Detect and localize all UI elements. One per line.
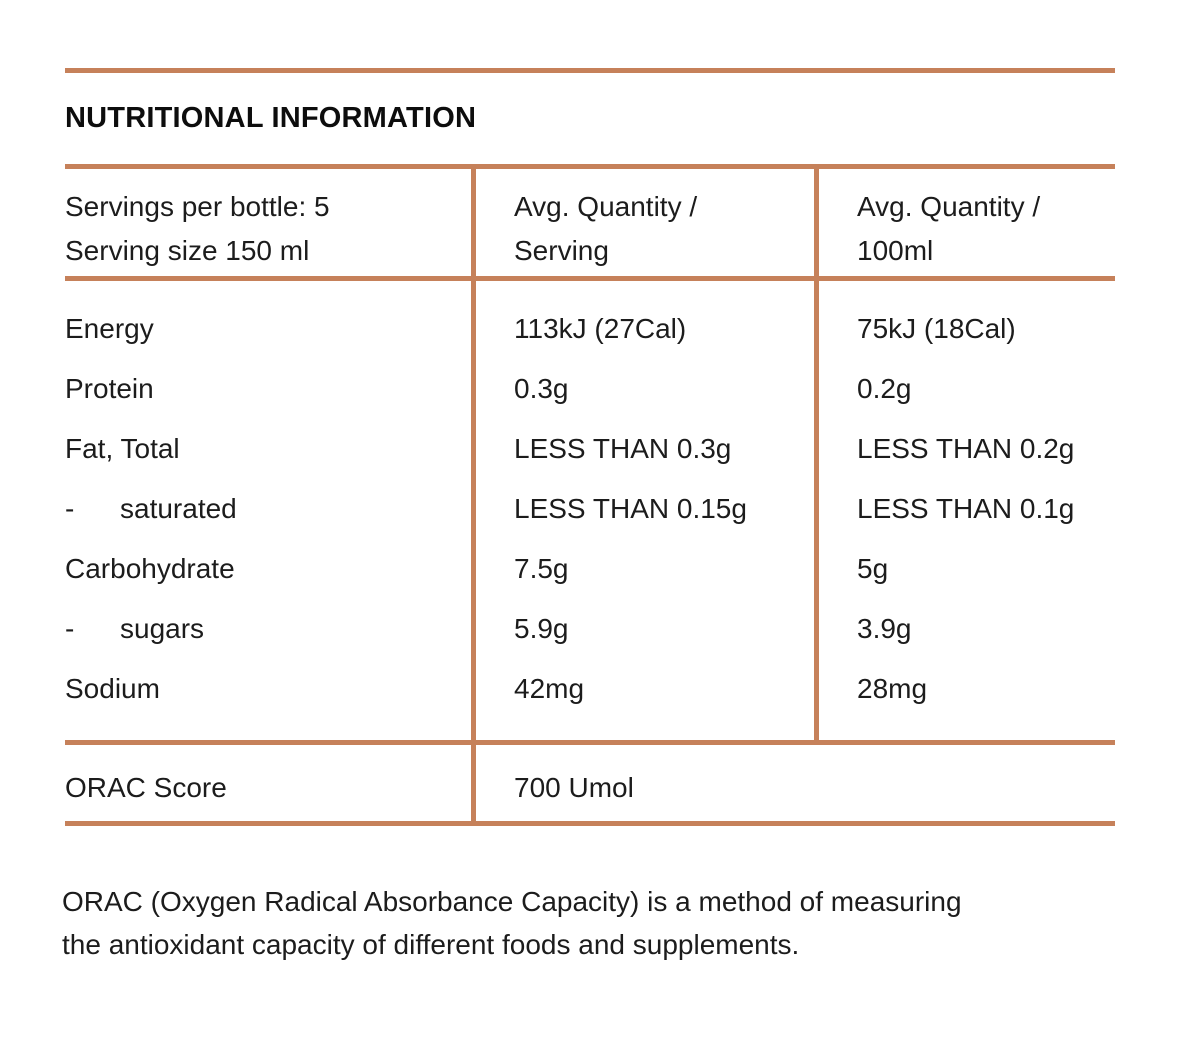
row-100ml-value: 0.2g: [857, 373, 912, 404]
row-serving-value: 42mg: [514, 673, 585, 704]
top-rule: [65, 68, 1115, 73]
row-100ml-value: 3.9g: [857, 613, 912, 644]
row-100ml-value: LESS THAN 0.2g: [857, 433, 1075, 464]
row-serving-value: 5.9g: [514, 613, 569, 644]
row-label: Carbohydrate: [65, 554, 465, 584]
table-row-sugars: - sugars 5.9g 3.9g: [0, 614, 1200, 644]
table-row-protein: Protein 0.3g 0.2g: [0, 374, 1200, 404]
header-per-100ml-line1: Avg. Quantity /: [857, 191, 1041, 222]
row-label: Protein: [65, 374, 465, 404]
row-serving-value: 7.5g: [514, 553, 569, 584]
orac-value: 700 Umol: [514, 772, 634, 803]
header-bottom-rule: [65, 276, 1115, 281]
row-serving-value: LESS THAN 0.3g: [514, 433, 732, 464]
row-100ml-value: 5g: [857, 553, 889, 584]
header-per-serving-line2: Serving: [514, 235, 609, 266]
orac-top-rule: [65, 740, 1115, 745]
table-row-saturated-fat: - saturated LESS THAN 0.15g LESS THAN 0.1…: [0, 494, 1200, 524]
row-label-text: saturated: [120, 493, 237, 524]
row-serving-value: 113kJ (27Cal): [514, 313, 687, 344]
header-servings-line1: Servings per bottle: 5: [65, 191, 330, 222]
row-label-text: Protein: [65, 373, 154, 404]
orac-footnote: ORAC (Oxygen Radical Absorbance Capacity…: [62, 880, 1152, 966]
column-divider-2: [814, 164, 819, 745]
header-per-100ml: Avg. Quantity / 100ml: [857, 185, 1107, 273]
row-label: - sugars: [65, 614, 465, 644]
orac-label: ORAC Score: [65, 772, 227, 803]
row-label: Fat, Total: [65, 434, 465, 464]
row-serving-value: LESS THAN 0.15g: [514, 493, 747, 524]
header-servings: Servings per bottle: 5 Serving size 150 …: [65, 185, 465, 273]
row-label-text: sugars: [120, 613, 205, 644]
row-label: Sodium: [65, 674, 465, 704]
table-row-energy: Energy 113kJ (27Cal) 75kJ (18Cal): [0, 314, 1200, 344]
table-row-sodium: Sodium 42mg 28mg: [0, 674, 1200, 704]
row-serving-value: 0.3g: [514, 373, 569, 404]
table-row-fat-total: Fat, Total LESS THAN 0.3g LESS THAN 0.2g: [0, 434, 1200, 464]
row-100ml-value: 75kJ (18Cal): [857, 313, 1016, 344]
row-dash: -: [65, 613, 75, 644]
row-label-text: Sodium: [65, 673, 160, 704]
header-per-100ml-line2: 100ml: [857, 235, 934, 266]
row-100ml-value: 28mg: [857, 673, 928, 704]
header-per-serving: Avg. Quantity / Serving: [514, 185, 804, 273]
column-divider-1: [471, 164, 476, 826]
table-row-carbohydrate: Carbohydrate 7.5g 5g: [0, 554, 1200, 584]
table-top-rule: [65, 164, 1115, 169]
orac-footnote-line1: ORAC (Oxygen Radical Absorbance Capacity…: [62, 886, 962, 917]
table-row-orac-score: ORAC Score 700 Umol: [0, 773, 1200, 803]
row-label-text: Fat, Total: [65, 433, 180, 464]
orac-footnote-line2: the antioxidant capacity of different fo…: [62, 929, 800, 960]
row-label-text: Carbohydrate: [65, 553, 235, 584]
page-title: NUTRITIONAL INFORMATION: [65, 102, 477, 134]
table-bottom-rule: [65, 821, 1115, 826]
row-label: - saturated: [65, 494, 465, 524]
row-label: Energy: [65, 314, 465, 344]
row-label-text: Energy: [65, 313, 154, 344]
header-per-serving-line1: Avg. Quantity /: [514, 191, 698, 222]
row-100ml-value: LESS THAN 0.1g: [857, 493, 1075, 524]
row-dash: -: [65, 493, 75, 524]
header-servings-line2: Serving size 150 ml: [65, 235, 310, 266]
